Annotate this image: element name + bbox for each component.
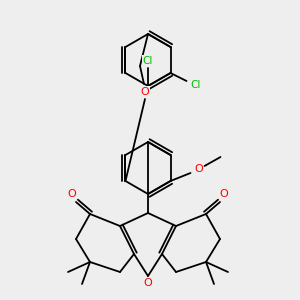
Text: O: O [141, 87, 149, 97]
Text: Cl: Cl [143, 56, 153, 66]
Text: O: O [144, 278, 152, 288]
Text: O: O [220, 189, 228, 199]
Text: O: O [68, 189, 76, 199]
Text: Cl: Cl [190, 80, 201, 90]
Text: O: O [194, 164, 203, 174]
